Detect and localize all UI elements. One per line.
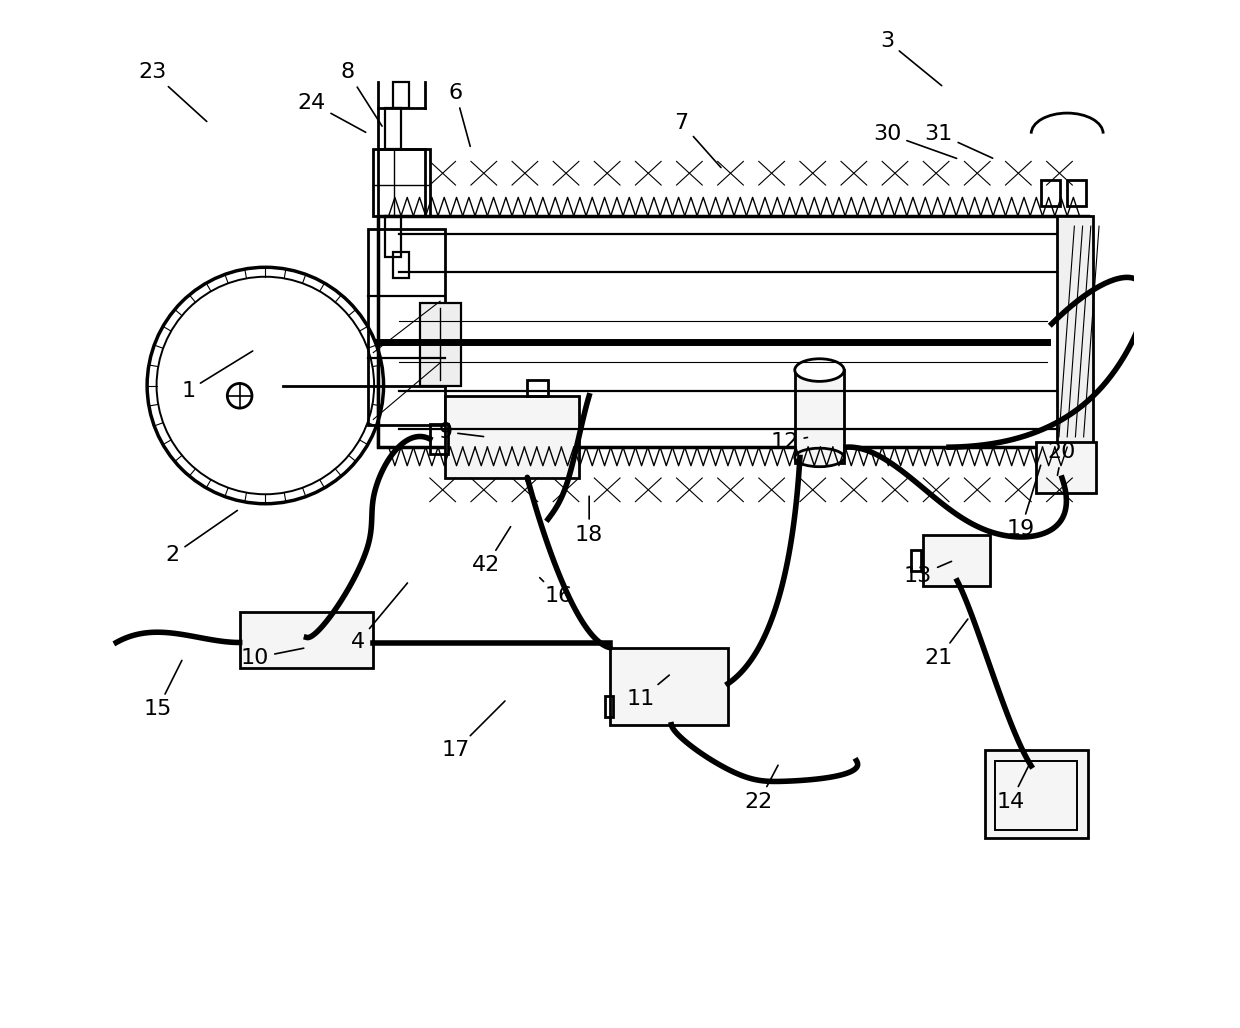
Ellipse shape — [795, 448, 844, 467]
Text: 12: 12 — [770, 432, 807, 452]
Text: 3: 3 — [880, 31, 941, 85]
Bar — [985, 750, 1087, 838]
Bar — [445, 396, 579, 478]
Ellipse shape — [795, 359, 844, 381]
Bar — [605, 696, 613, 717]
Text: 18: 18 — [575, 497, 604, 545]
Bar — [430, 424, 449, 454]
Text: 2: 2 — [166, 511, 237, 565]
Bar — [384, 108, 401, 149]
Bar — [239, 612, 373, 668]
Bar — [911, 550, 921, 571]
Text: 6: 6 — [449, 82, 470, 146]
Text: 24: 24 — [298, 93, 366, 133]
Bar — [795, 370, 844, 463]
Bar — [610, 648, 728, 725]
Text: 15: 15 — [143, 660, 182, 720]
Text: 9: 9 — [438, 421, 484, 442]
Text: 4: 4 — [351, 583, 408, 653]
Text: 10: 10 — [241, 648, 304, 668]
Text: 21: 21 — [925, 619, 968, 668]
Text: 42: 42 — [472, 526, 511, 576]
Bar — [368, 229, 445, 425]
Bar — [1068, 180, 1086, 206]
Text: 17: 17 — [441, 701, 505, 761]
Text: 22: 22 — [745, 765, 777, 812]
Text: 11: 11 — [626, 675, 670, 709]
Bar — [378, 216, 1087, 447]
Text: 1: 1 — [181, 351, 253, 401]
Text: 7: 7 — [675, 113, 720, 168]
Text: 23: 23 — [138, 62, 207, 121]
Text: 13: 13 — [904, 561, 951, 586]
Bar — [1042, 180, 1060, 206]
Text: 16: 16 — [539, 578, 573, 607]
Bar — [527, 380, 548, 396]
Bar — [1056, 216, 1092, 447]
Bar — [373, 149, 430, 216]
Text: 14: 14 — [997, 763, 1030, 812]
Circle shape — [227, 383, 252, 408]
Bar — [1037, 442, 1096, 493]
Bar — [996, 761, 1078, 830]
Text: 31: 31 — [925, 123, 993, 158]
Text: 19: 19 — [1007, 466, 1040, 540]
Text: 30: 30 — [873, 123, 956, 158]
Text: 8: 8 — [341, 62, 382, 126]
Bar — [393, 252, 409, 278]
Circle shape — [148, 267, 383, 504]
Bar — [384, 216, 401, 257]
Bar — [393, 82, 409, 108]
Text: 20: 20 — [1048, 442, 1076, 475]
Bar — [924, 535, 990, 586]
Bar — [419, 303, 461, 386]
